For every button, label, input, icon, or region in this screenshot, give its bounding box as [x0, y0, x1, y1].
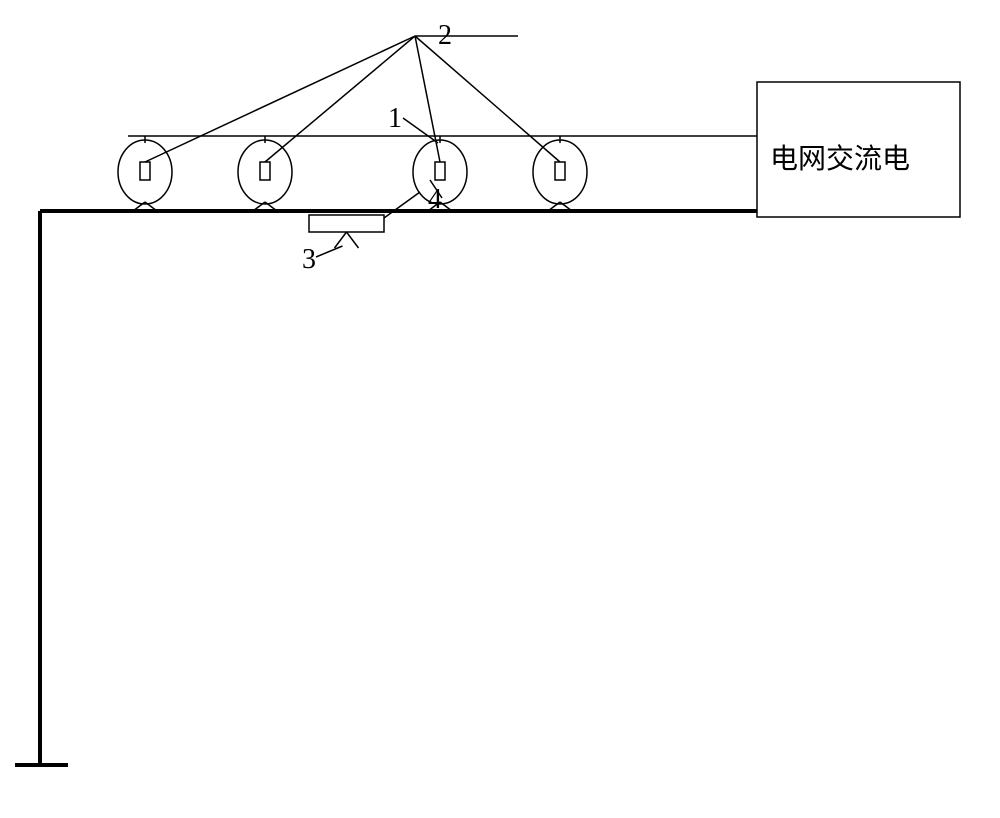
- callout-2: 2: [438, 22, 452, 50]
- power-box-label: 电网交流电: [770, 140, 910, 179]
- diagram-canvas: [0, 0, 1000, 818]
- callout-4: 4: [428, 186, 442, 214]
- callout-3: 3: [302, 246, 316, 274]
- callout-1: 1: [388, 105, 402, 133]
